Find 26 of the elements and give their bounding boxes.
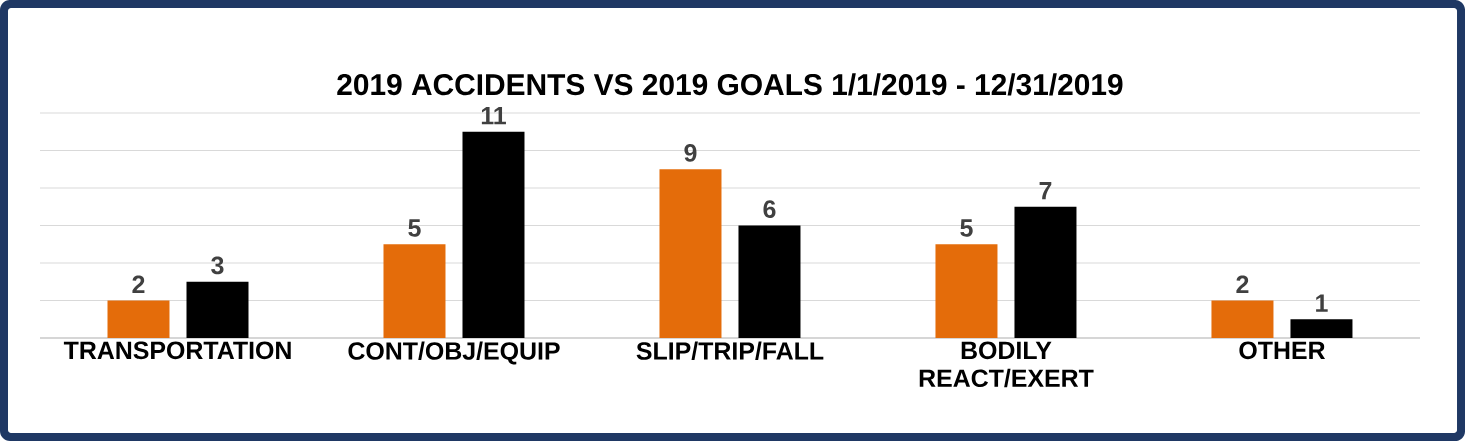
bar xyxy=(738,225,801,338)
data-label: 5 xyxy=(408,219,421,237)
data-label: 11 xyxy=(481,107,506,125)
bar xyxy=(1211,300,1274,338)
bar xyxy=(186,281,249,338)
data-label: 7 xyxy=(1039,182,1052,200)
data-label: 9 xyxy=(684,144,697,162)
bar xyxy=(659,169,722,338)
data-label: 5 xyxy=(960,219,973,237)
bar xyxy=(462,131,525,338)
bar xyxy=(935,244,998,338)
bar xyxy=(1014,206,1077,338)
data-label: 1 xyxy=(1316,294,1328,312)
data-label: 3 xyxy=(211,256,224,275)
chart-title: 2019 ACCIDENTS VS 2019 GOALS 1/1/2019 - 12/31/2019 xyxy=(337,73,1123,96)
x-tick-label: TRANSPORTATION xyxy=(63,341,291,360)
data-label: 6 xyxy=(763,200,776,218)
data-label: 2 xyxy=(1236,275,1249,293)
bar xyxy=(107,300,170,338)
data-label: 2 xyxy=(132,275,145,293)
x-tick-label: SLIP/TRIP/FALL xyxy=(636,341,824,361)
bar xyxy=(1290,319,1353,338)
x-tick-label: CONT/OBJ/EQUIP xyxy=(348,341,560,365)
x-tick-label: BODILY REACT/EXERT xyxy=(919,341,1094,388)
x-tick-label: OTHER xyxy=(1239,341,1326,360)
bar xyxy=(383,244,446,338)
